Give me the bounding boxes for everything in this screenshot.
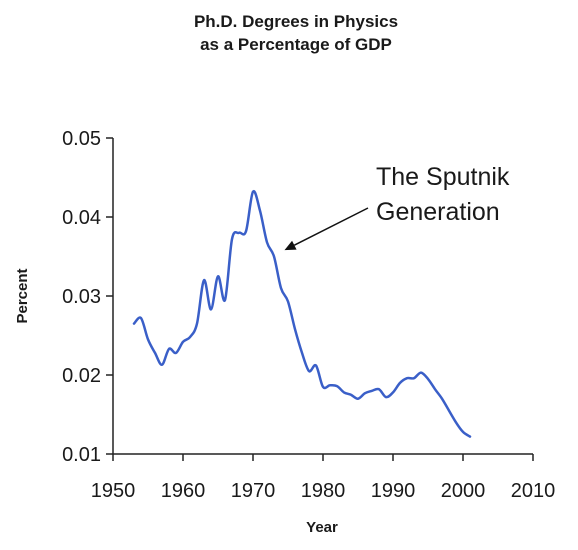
x-tick-label: 1970 bbox=[231, 480, 276, 502]
x-tick-label: 1990 bbox=[371, 480, 416, 502]
x-tick-label: 2010 bbox=[511, 480, 556, 502]
series-line bbox=[132, 189, 472, 438]
x-tick-label: 1950 bbox=[91, 480, 136, 502]
y-tick-label: 0.03 bbox=[62, 286, 101, 308]
chart-title: Ph.D. Degrees in Physics as a Percentage… bbox=[194, 12, 398, 54]
y-tick-label: 0.01 bbox=[62, 444, 101, 466]
y-tick-label: 0.02 bbox=[62, 365, 101, 387]
y-axis-title: Percent bbox=[14, 268, 31, 323]
annotation-text-line-1: The Sputnik bbox=[376, 163, 510, 191]
x-axis-ticks: 1950 1960 1970 1980 1990 2000 2010 bbox=[91, 454, 556, 502]
chart-title-line-1: Ph.D. Degrees in Physics bbox=[194, 12, 398, 31]
y-tick-label: 0.04 bbox=[62, 207, 101, 229]
y-axis-ticks: 0.01 0.02 0.03 0.04 0.05 bbox=[62, 128, 113, 466]
x-tick-label: 1980 bbox=[301, 480, 346, 502]
chart-title-line-2: as a Percentage of GDP bbox=[200, 35, 392, 54]
sputnik-annotation: The Sputnik Generation bbox=[284, 163, 510, 251]
y-tick-label: 0.05 bbox=[62, 128, 101, 150]
annotation-arrowhead bbox=[284, 240, 297, 251]
x-tick-label: 1960 bbox=[161, 480, 206, 502]
x-axis-title: Year bbox=[306, 519, 338, 536]
annotation-arrow bbox=[293, 207, 369, 246]
annotation-text-line-2: Generation bbox=[376, 198, 500, 226]
x-tick-label: 2000 bbox=[441, 480, 486, 502]
